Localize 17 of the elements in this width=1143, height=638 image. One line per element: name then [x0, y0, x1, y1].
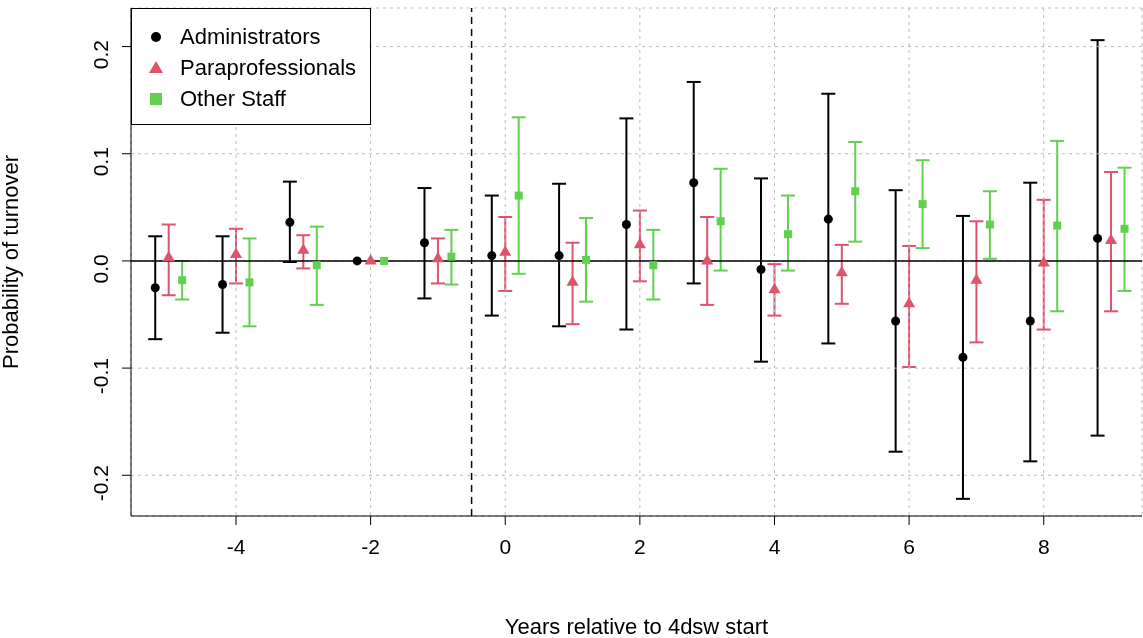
y-tick-label: 0.1 [89, 147, 112, 177]
x-tick-label: 8 [1037, 534, 1050, 558]
x-tick-label: -2 [361, 534, 380, 558]
x-axis-title: Years relative to 4dsw start [504, 614, 769, 638]
y-axis-title: Probability of turnover [0, 155, 23, 369]
legend-label: Administrators [180, 23, 321, 51]
legend-label: Other Staff [180, 85, 286, 113]
x-tick-label: 0 [499, 534, 512, 558]
x-tick-label: 4 [768, 534, 781, 558]
y-tick-label: 0.0 [89, 254, 112, 284]
y-tick-label: -0.2 [89, 465, 112, 502]
x-tick-label: 2 [634, 534, 646, 558]
y-tick-label: 0.2 [89, 39, 112, 70]
legend-label: Paraprofessionals [180, 54, 357, 82]
y-tick-label: -0.1 [89, 358, 112, 395]
x-tick-label: -4 [226, 534, 246, 558]
x-tick-label: 6 [903, 534, 915, 558]
